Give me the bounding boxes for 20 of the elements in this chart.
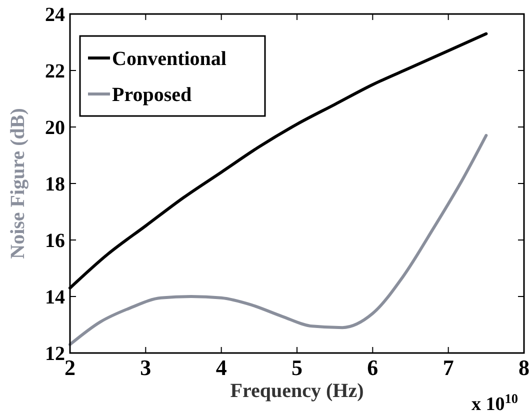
line-series: [68, 134, 488, 346]
x-tick-label: 6: [367, 355, 378, 380]
y-tick-label: 22: [45, 60, 65, 82]
x-tick-label: 7: [442, 355, 454, 380]
x-tick-label: 5: [292, 355, 302, 380]
y-tick-label: 20: [45, 117, 65, 139]
y-tick-label: 18: [45, 174, 65, 196]
x-tick-label: 8: [518, 355, 530, 380]
x-tick-label: 3: [140, 355, 152, 380]
x-tick-label: 2: [64, 355, 76, 380]
y-tick-label: 24: [45, 4, 65, 26]
x-tick-label: 4: [216, 355, 227, 380]
text: x 10$^{10}$: [471, 390, 518, 414]
legend-label: Proposed: [112, 84, 192, 106]
x-axis-title: Frequency (Hz): [230, 380, 364, 402]
y-tick-label: 12: [45, 343, 65, 365]
legend-label: Conventional: [112, 48, 227, 70]
y-tick-label: 16: [45, 230, 65, 252]
y-tick-label: 14: [45, 286, 65, 308]
y-axis-title: Noise Figure (dB): [7, 108, 29, 259]
